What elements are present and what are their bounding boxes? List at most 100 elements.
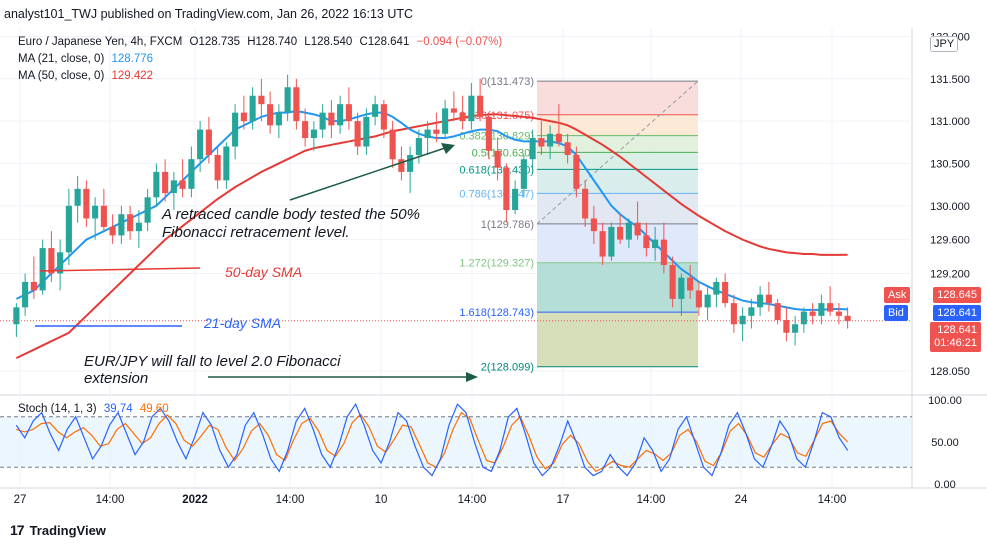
candle-body <box>214 154 221 181</box>
footer-brand[interactable]: 17 TradingView <box>10 522 106 538</box>
ma50-value: 129.422 <box>111 70 154 82</box>
candle-body <box>267 104 274 126</box>
candle-body <box>713 281 720 295</box>
candle-body <box>459 112 466 122</box>
candle-body <box>135 222 142 232</box>
candle-body <box>818 303 825 316</box>
fib-zone <box>537 169 698 194</box>
annotation-arrowhead <box>441 143 455 154</box>
candle-body <box>170 180 177 194</box>
fib-level-label: 0.786(130.147) <box>459 188 534 200</box>
candle-body <box>293 87 300 122</box>
candle-body <box>477 95 484 117</box>
candle-body <box>398 159 405 172</box>
publish-header: analyst101_TWJ published on TradingView.… <box>4 7 414 21</box>
stoch-d-line <box>16 411 849 473</box>
stochastic-pane <box>0 402 912 477</box>
candle-body <box>22 281 29 308</box>
candle-body <box>687 277 694 291</box>
candle-body <box>407 154 414 172</box>
fib-trend-line <box>536 80 699 225</box>
candle-body <box>582 188 589 219</box>
candle-body <box>494 150 501 168</box>
fib-zone <box>537 193 698 224</box>
candle-body <box>389 129 396 160</box>
candle-body <box>153 171 160 198</box>
ma50-path <box>15 113 848 360</box>
low-value: L128.540 <box>304 36 353 48</box>
candle-body <box>730 303 737 325</box>
ma21-legend[interactable]: MA (21, close, 0) 128.776 <box>18 53 157 65</box>
candle-body <box>188 159 195 189</box>
annotation-line: EUR/JPY will fall to level 2.0 Fibonacci <box>84 353 341 370</box>
ma21-label: MA (21, close, 0) <box>18 53 105 65</box>
candle-body <box>380 104 387 130</box>
price-tick-label: 130.500 <box>930 158 970 170</box>
candle-body <box>643 235 650 249</box>
candle-body <box>660 239 667 266</box>
candle-body <box>372 104 379 117</box>
time-axis[interactable]: 27 14:00 2022 14:00 10 14:00 17 14:00 24 14:00 <box>14 494 847 506</box>
candle-body <box>827 303 834 312</box>
stoch-d-value: 49.60 <box>139 403 169 415</box>
candle-body <box>722 281 729 304</box>
candle-body <box>118 214 125 236</box>
bid-price-tag: 128.641 <box>933 305 981 321</box>
candle-body <box>774 303 781 321</box>
candle-body <box>512 188 519 210</box>
candle-body <box>809 311 816 316</box>
candle-body <box>450 108 457 113</box>
candle-body <box>573 154 580 189</box>
candle-body <box>284 87 291 113</box>
stoch-band <box>0 416 912 468</box>
candle-body <box>345 104 352 122</box>
fib-level-label: 1.272(129.327) <box>459 258 534 270</box>
last-price-tag: 128.641 01:46:21 <box>930 322 981 352</box>
candle-body <box>442 108 449 134</box>
annotation-arrowhead <box>466 372 478 382</box>
candle-body <box>258 95 265 105</box>
candle-body <box>354 121 361 147</box>
last-price: 128.641 <box>937 324 977 336</box>
grid <box>0 28 912 488</box>
fib-zone <box>537 135 698 153</box>
annotations[interactable]: A retraced candle body tested the 50% Fib… <box>35 143 478 387</box>
bar-countdown: 01:46:21 <box>934 337 977 349</box>
time-tick-label: 14:00 <box>637 494 666 506</box>
ma50-legend[interactable]: MA (50, close, 0) 129.422 <box>18 70 157 82</box>
candle-body <box>302 121 309 139</box>
candle-body <box>765 294 772 304</box>
fib-zone <box>537 81 698 115</box>
ma21-line <box>15 109 848 311</box>
high-value: H128.740 <box>247 36 298 48</box>
candle-body <box>669 265 676 299</box>
candle-body <box>695 290 702 308</box>
candles <box>0 74 912 346</box>
candle-body <box>652 239 659 249</box>
candle-body <box>223 146 230 181</box>
price-tick-label: 129.200 <box>930 268 970 280</box>
time-tick-label: 27 <box>14 494 27 506</box>
tradingview-logo-icon: 17 <box>10 522 25 538</box>
fib-zone <box>537 114 698 136</box>
candle-body <box>599 231 606 257</box>
annotation-sma21: 21-day SMA <box>203 315 281 331</box>
candle-body <box>144 197 151 223</box>
candle-body <box>844 315 851 321</box>
stoch-legend[interactable]: Stoch (14, 1, 3) 39.74 49.60 <box>18 403 173 415</box>
time-tick-label: 14:00 <box>276 494 305 506</box>
annotation-fib-test: A retraced candle body tested the 50% Fib… <box>161 206 420 241</box>
candle-body <box>48 248 55 274</box>
price-tick-label: 130.000 <box>930 201 970 213</box>
currency-badge[interactable]: JPY <box>930 36 959 52</box>
candle-body <box>328 112 335 126</box>
change-value: −0.094 (−0.07%) <box>416 36 503 48</box>
candle-body <box>13 307 20 325</box>
symbol-legend[interactable]: Euro / Japanese Yen, 4h, FXCM O128.735 H… <box>18 36 506 48</box>
candle-body <box>783 320 790 333</box>
candle-body <box>363 116 370 147</box>
fib-level-label: 0(131.473) <box>481 76 534 88</box>
candle-body <box>179 180 186 189</box>
candle-body <box>748 307 755 316</box>
